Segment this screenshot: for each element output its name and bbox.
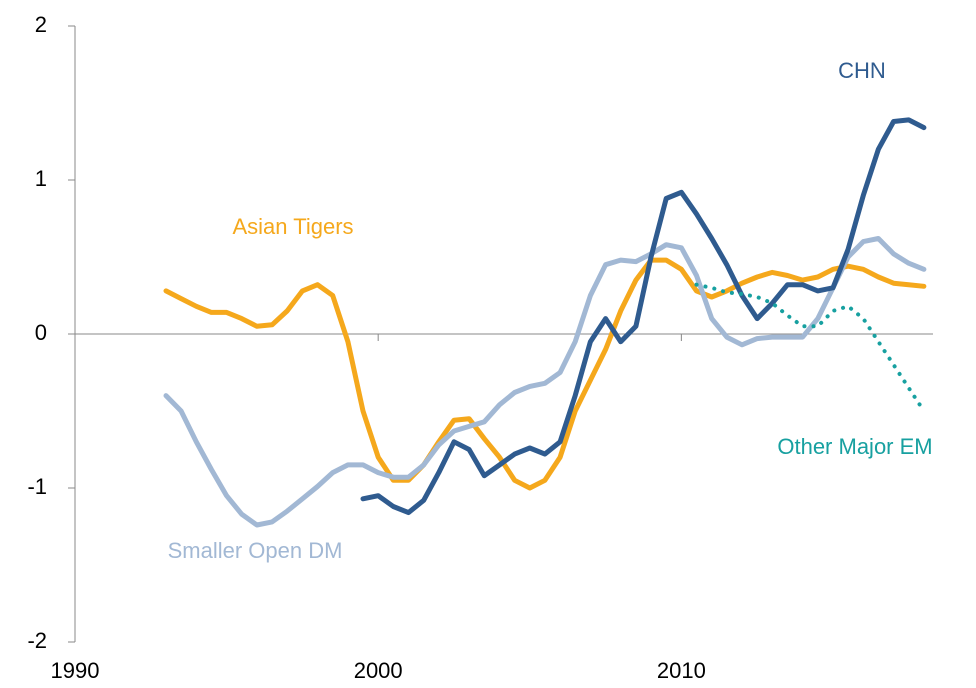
series-label: Other Major EM — [777, 434, 932, 459]
x-tick-label: 2000 — [354, 658, 403, 683]
series-label: Asian Tigers — [232, 214, 353, 239]
y-tick-label: 2 — [35, 12, 47, 37]
y-tick-label: -1 — [27, 474, 47, 499]
series-line — [163, 257, 927, 491]
series-line — [360, 117, 927, 516]
y-tick-label: 0 — [35, 320, 47, 345]
series-line — [694, 282, 926, 413]
series-label: CHN — [838, 58, 886, 83]
series-label: Smaller Open DM — [168, 538, 343, 563]
y-tick-label: -2 — [27, 628, 47, 653]
x-tick-label: 1990 — [51, 658, 100, 683]
y-tick-label: 1 — [35, 166, 47, 191]
series-line — [163, 236, 927, 528]
x-tick-label: 2010 — [657, 658, 706, 683]
